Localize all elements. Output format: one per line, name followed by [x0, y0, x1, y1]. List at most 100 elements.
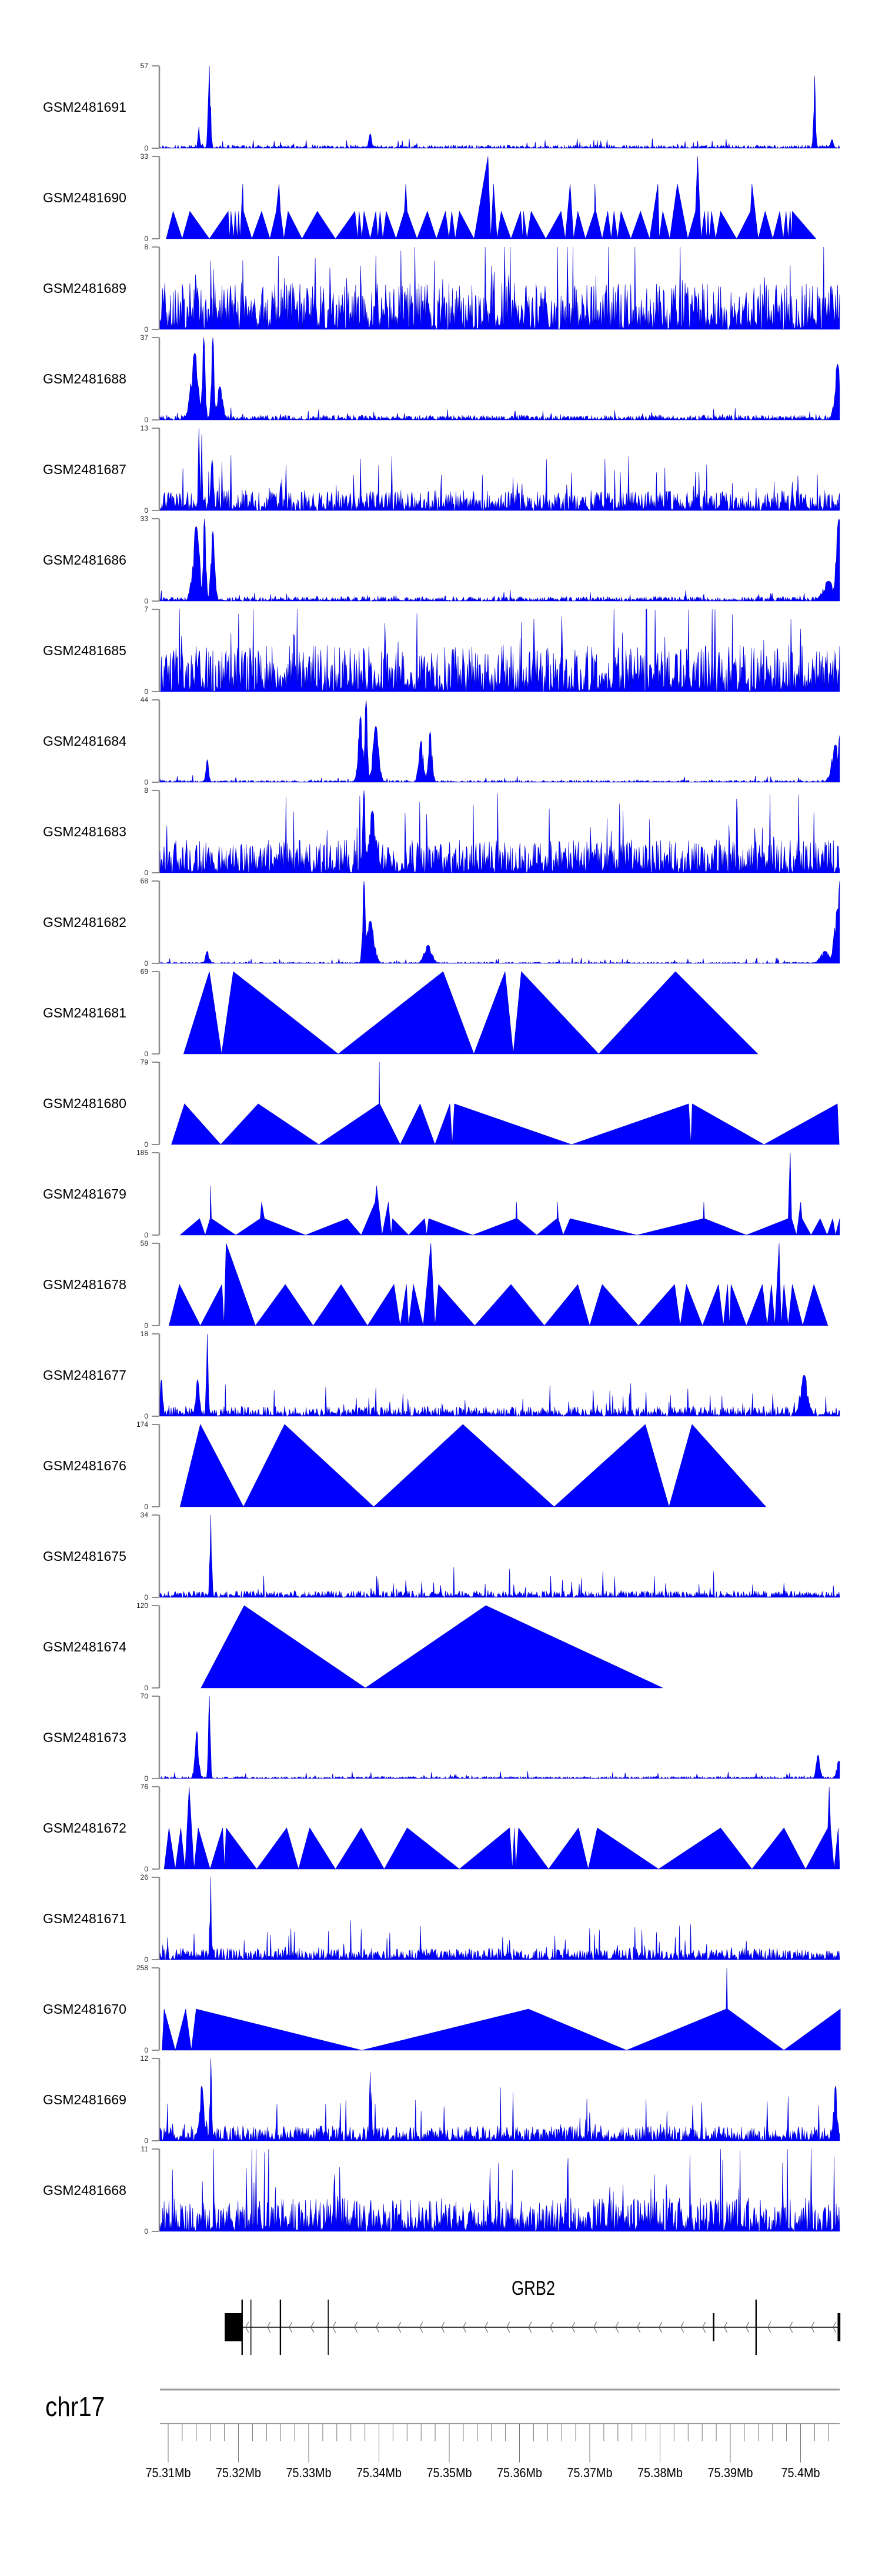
track-label: GSM2481683 [43, 824, 126, 839]
track-label: GSM2481687 [43, 462, 126, 477]
y-axis-max-label: 58 [141, 1239, 149, 1247]
strand-arrow-icon [724, 2321, 728, 2333]
exon [328, 2300, 329, 2355]
track-GSM2481689: GSM2481689 8 0 [43, 243, 840, 333]
strand-arrow-icon [659, 2321, 663, 2333]
exon [225, 2313, 242, 2341]
track-label: GSM2481676 [43, 1458, 126, 1473]
track-GSM2481669: GSM2481669 12 0 [43, 2054, 840, 2145]
strand-arrow-icon [463, 2321, 467, 2333]
gene-name-label: GRB2 [512, 2277, 555, 2300]
y-axis-zero-label: 0 [144, 325, 148, 333]
y-axis-max-label: 33 [141, 515, 149, 523]
signal-area [159, 699, 840, 783]
strand-arrow-icon [572, 2321, 576, 2333]
signal-area [163, 1786, 840, 1870]
signal-area [159, 1877, 840, 1961]
strand-arrow-icon [615, 2321, 619, 2333]
y-axis-max-label: 44 [141, 696, 149, 704]
strand-arrow-icon [702, 2321, 706, 2333]
track-GSM2481687: GSM2481687 13 0 [43, 424, 840, 515]
strand-arrow-icon [245, 2321, 249, 2333]
y-axis-max-label: 76 [141, 1783, 149, 1791]
y-axis-zero-label: 0 [144, 2046, 148, 2054]
strand-arrow-icon [310, 2321, 315, 2333]
signal-area [159, 1514, 840, 1599]
track-GSM2481682: GSM2481682 68 0 [43, 877, 840, 967]
position-label: 75.4Mb [781, 2466, 820, 2480]
y-axis-max-label: 12 [141, 2054, 149, 2063]
y-axis-max-label: 69 [141, 967, 149, 976]
y-axis-zero-label: 0 [144, 778, 148, 786]
track-label: GSM2481680 [43, 1096, 126, 1111]
track-GSM2481686: GSM2481686 33 0 [43, 515, 840, 605]
exon [250, 2300, 252, 2355]
strand-arrow-icon [789, 2321, 793, 2333]
y-axis-max-label: 8 [144, 786, 148, 795]
signal-area [159, 1696, 840, 1780]
strand-arrow-icon [833, 2321, 837, 2333]
track-label: GSM2481668 [43, 2183, 126, 2198]
y-axis-max-label: 13 [141, 424, 149, 432]
y-axis-max-label: 185 [136, 1149, 148, 1157]
track-GSM2481691: GSM2481691 57 0 [43, 62, 840, 152]
track-label: GSM2481682 [43, 915, 126, 930]
track-label: GSM2481685 [43, 643, 126, 658]
strand-arrow-icon [289, 2321, 293, 2333]
y-axis-max-label: 70 [141, 1692, 149, 1700]
strand-arrow-icon [506, 2321, 510, 2333]
track-label: GSM2481671 [43, 1911, 126, 1926]
track-label: GSM2481677 [43, 1367, 126, 1383]
signal-area [159, 880, 840, 964]
strand-arrow-icon [332, 2321, 336, 2333]
position-label: 75.31Mb [146, 2466, 191, 2480]
y-axis-zero-label: 0 [144, 959, 148, 967]
y-axis-zero-label: 0 [144, 597, 148, 605]
strand-arrow-icon [354, 2321, 358, 2333]
track-GSM2481673: GSM2481673 70 0 [43, 1692, 840, 1783]
position-label: 75.39Mb [708, 2466, 753, 2480]
signal-area [159, 246, 840, 330]
chromosome-label: chr17 [45, 2393, 105, 2422]
track-GSM2481668: GSM2481668 11 0 [43, 2145, 840, 2235]
track-GSM2481674: GSM2481674 120 0 [43, 1601, 663, 1692]
strand-arrow-icon [637, 2321, 641, 2333]
y-axis-max-label: 37 [141, 333, 149, 342]
position-label: 75.37Mb [567, 2466, 613, 2480]
strand-arrow-icon [441, 2321, 445, 2333]
y-axis-zero-label: 0 [144, 1322, 148, 1330]
signal-area [171, 1062, 840, 1145]
track-GSM2481676: GSM2481676 174 0 [43, 1420, 767, 1511]
signal-area [159, 65, 840, 149]
y-axis-max-label: 8 [144, 243, 148, 251]
y-axis-max-label: 120 [136, 1601, 148, 1610]
track-label: GSM2481681 [43, 1005, 126, 1020]
signal-area [159, 790, 840, 873]
signal-area [179, 1424, 767, 1508]
track-label: GSM2481678 [43, 1277, 126, 1292]
y-axis-max-label: 68 [141, 877, 149, 885]
strand-arrow-icon [767, 2321, 771, 2333]
track-GSM2481681: GSM2481681 69 0 [43, 967, 759, 1058]
position-label: 75.38Mb [637, 2466, 683, 2480]
track-label: GSM2481684 [43, 733, 126, 749]
position-label: 75.35Mb [427, 2466, 472, 2480]
y-axis-max-label: 57 [141, 62, 149, 70]
track-GSM2481675: GSM2481675 34 0 [43, 1511, 840, 1601]
signal-area [179, 1152, 840, 1236]
exon [755, 2300, 757, 2355]
strand-arrow-icon [593, 2321, 597, 2333]
exon [279, 2300, 282, 2355]
strand-arrow-icon [550, 2321, 554, 2333]
position-label: 75.36Mb [497, 2466, 542, 2480]
y-axis-max-label: 258 [136, 1964, 148, 1972]
track-label: GSM2481669 [43, 2092, 126, 2107]
y-axis-zero-label: 0 [144, 144, 148, 152]
signal-area [201, 1605, 663, 1689]
track-GSM2481671: GSM2481671 26 0 [43, 1873, 840, 1964]
track-GSM2481678: GSM2481678 58 0 [43, 1239, 828, 1330]
exon [837, 2313, 841, 2341]
signal-area [159, 1333, 840, 1417]
track-GSM2481679: GSM2481679 185 0 [43, 1149, 840, 1239]
strand-arrow-icon [397, 2321, 402, 2333]
